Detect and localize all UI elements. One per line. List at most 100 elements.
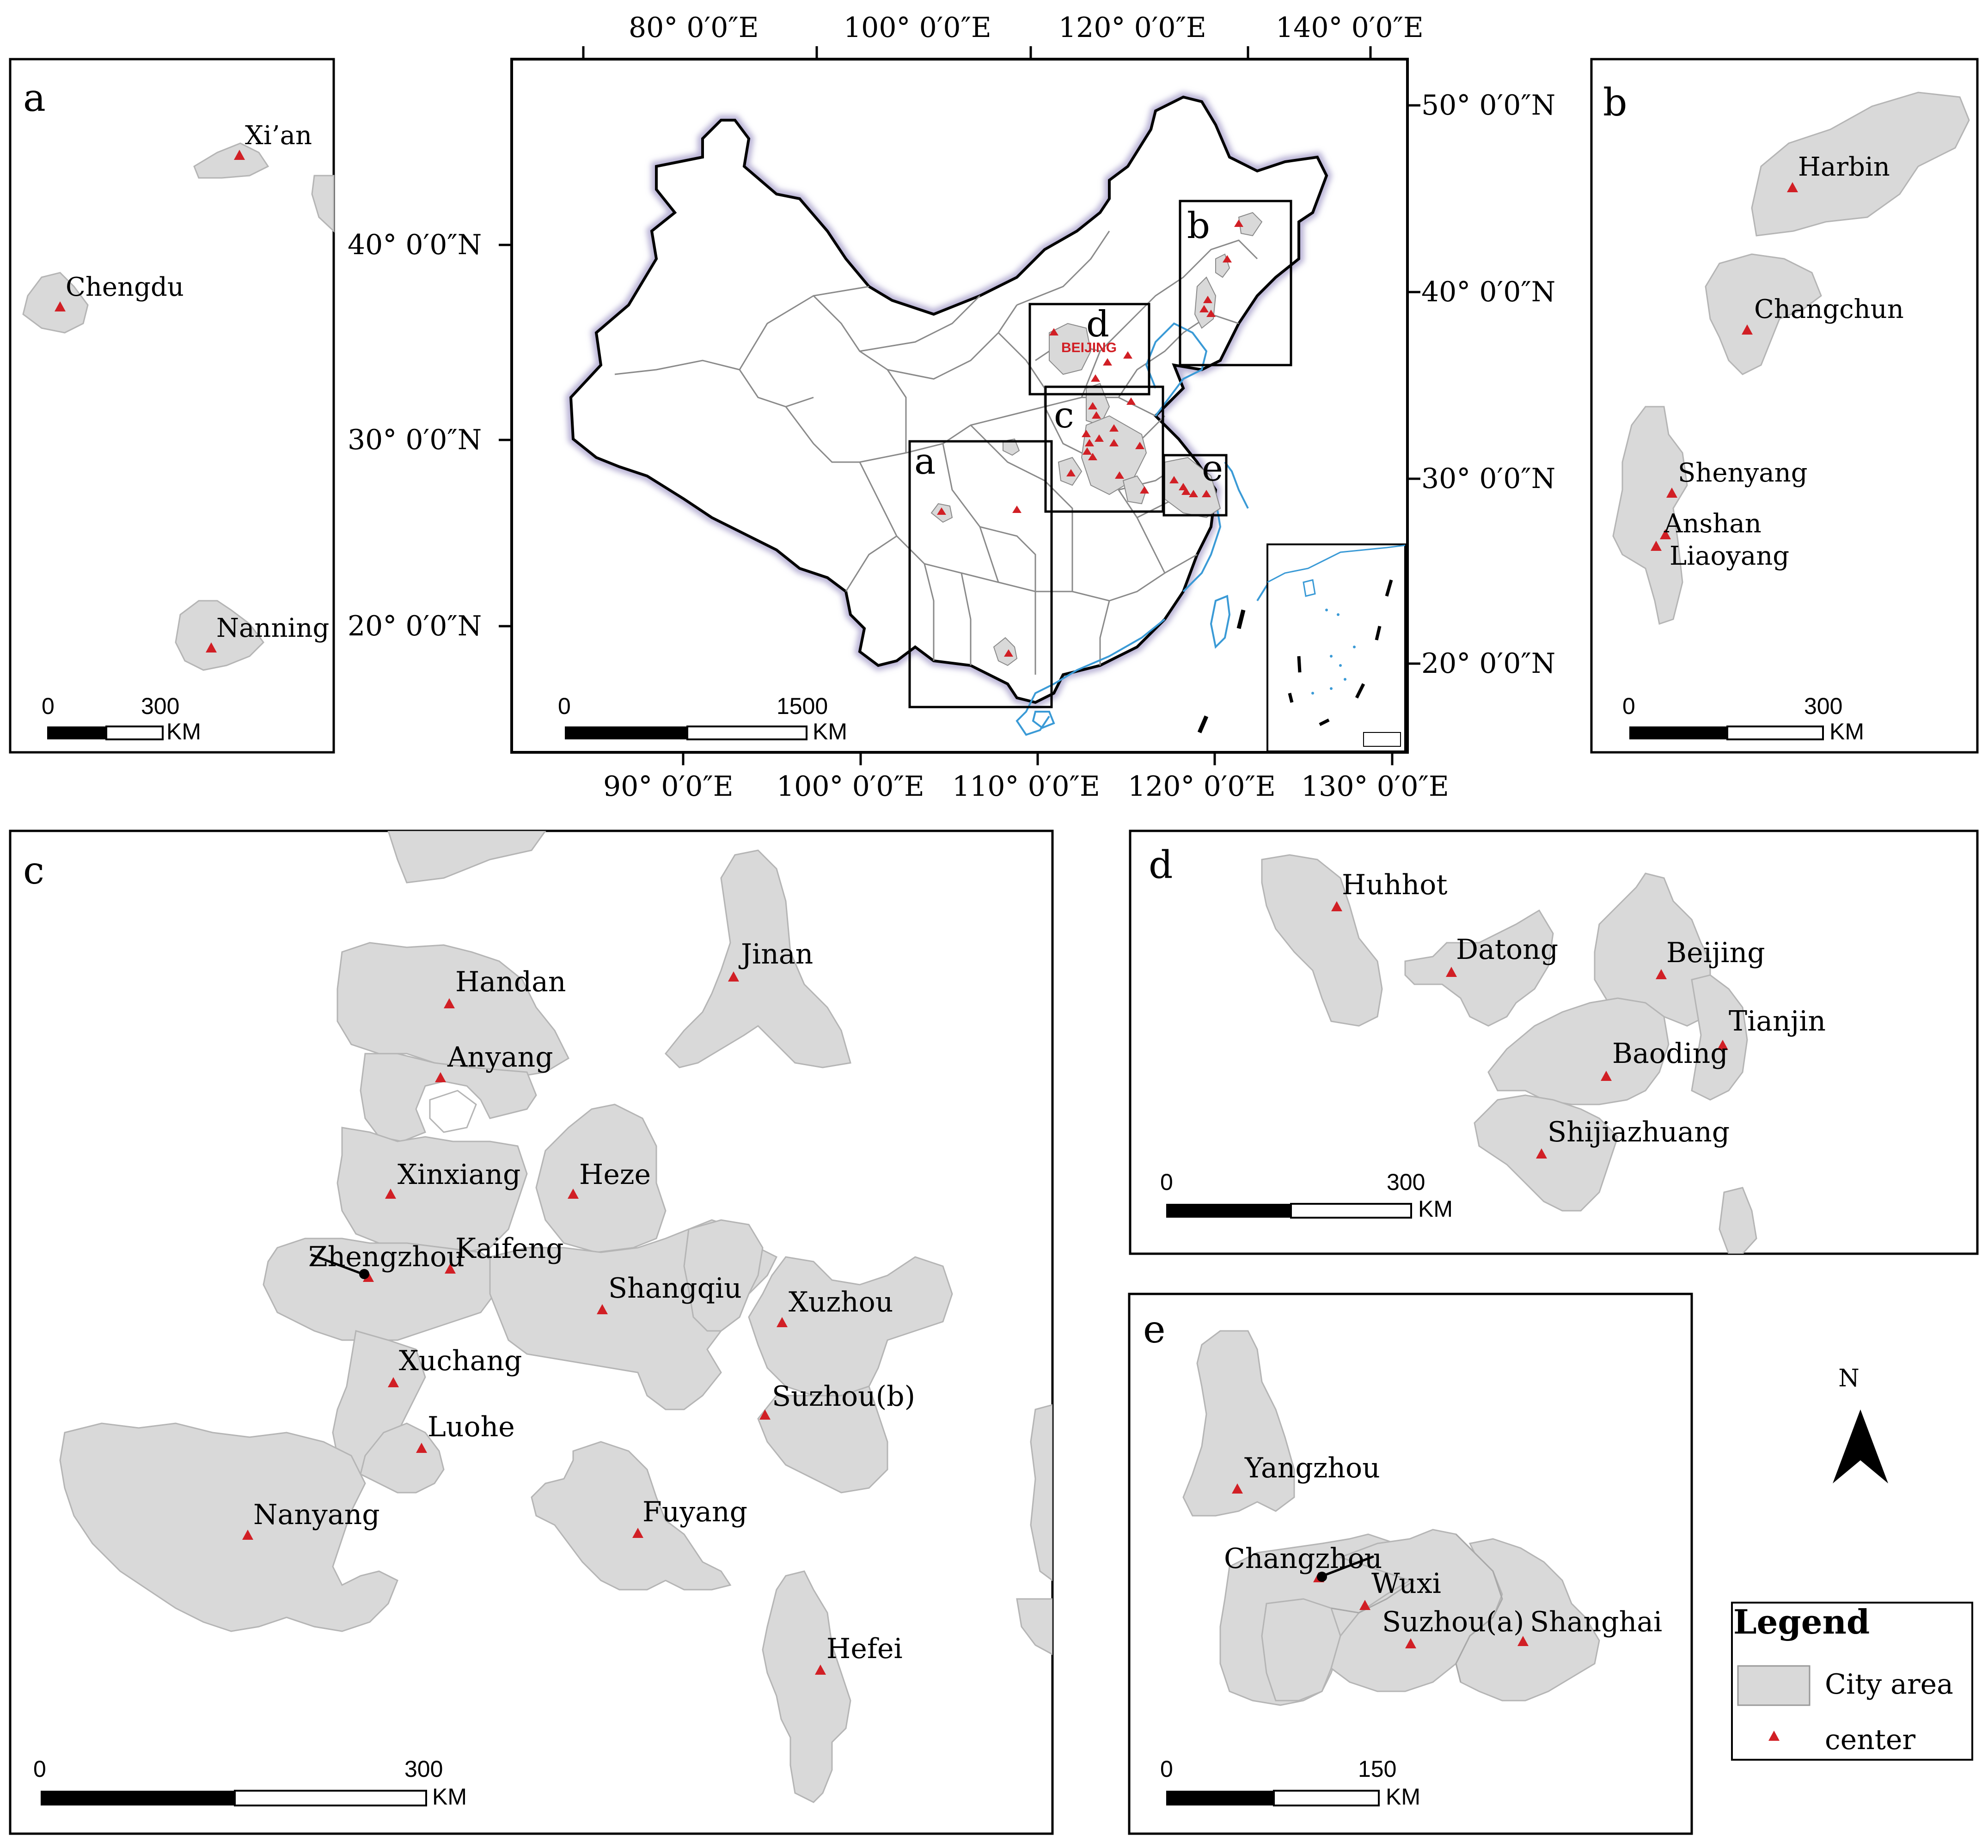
panel-letter: d xyxy=(1149,843,1173,887)
svg-text:Datong: Datong xyxy=(1456,933,1558,966)
left-latitude-labels: 40° 0′0″N 30° 0′0″N 20° 0′0″N xyxy=(348,229,482,642)
svg-text:Huhhot: Huhhot xyxy=(1342,869,1448,901)
svg-text:0: 0 xyxy=(1160,1169,1173,1195)
south-china-sea-inset xyxy=(1266,543,1406,752)
svg-text:Nanning: Nanning xyxy=(216,613,329,643)
city-labels: Huhhot Datong Beijing Tianjin Baoding Sh… xyxy=(1342,869,1826,1148)
svg-text:300: 300 xyxy=(1387,1169,1425,1195)
svg-text:KM: KM xyxy=(166,719,201,744)
scale-bar: 0 300 KM xyxy=(1622,693,1864,744)
svg-text:Anshan: Anshan xyxy=(1664,509,1762,539)
city-labels: Harbin Changchun Shenyang Anshan Liaoyan… xyxy=(1664,152,1904,571)
svg-text:Shangqiu: Shangqiu xyxy=(608,1272,742,1305)
legend-center-label: center xyxy=(1825,1724,1915,1756)
svg-text:0: 0 xyxy=(1160,1756,1173,1782)
city-areas xyxy=(59,831,1052,1803)
svg-text:Shanghai: Shanghai xyxy=(1530,1606,1662,1638)
svg-text:d: d xyxy=(1086,304,1109,345)
svg-text:20° 0′0″N: 20° 0′0″N xyxy=(348,610,482,642)
svg-text:Nanyang: Nanyang xyxy=(253,1499,380,1531)
top-longitude-ticks xyxy=(582,46,1372,59)
svg-text:Xi’an: Xi’an xyxy=(245,121,312,151)
panel-b: b Harbin Changchun Shenyang Anshan Liaoy… xyxy=(1590,58,1979,754)
svg-text:Beijing: Beijing xyxy=(1666,937,1765,969)
svg-text:300: 300 xyxy=(404,1756,443,1782)
legend: Legend City area center xyxy=(1731,1602,1973,1761)
panel-letter: e xyxy=(1143,1308,1166,1352)
svg-text:80° 0′0″E: 80° 0′0″E xyxy=(629,12,759,44)
region-boxes xyxy=(908,200,1292,708)
svg-text:1500: 1500 xyxy=(777,693,828,719)
svg-text:Liaoyang: Liaoyang xyxy=(1670,541,1789,571)
svg-text:Xinxiang: Xinxiang xyxy=(398,1159,520,1191)
svg-text:Anyang: Anyang xyxy=(447,1041,553,1073)
svg-text:Handan: Handan xyxy=(455,966,566,998)
city-labels: Handan Jinan Anyang Xinxiang Heze Zhengz… xyxy=(253,938,915,1665)
svg-text:KM: KM xyxy=(432,1784,467,1810)
center-markers xyxy=(1331,901,1728,1159)
svg-text:Kaifeng: Kaifeng xyxy=(455,1232,564,1265)
svg-text:KM: KM xyxy=(1829,719,1864,744)
province-boundaries xyxy=(614,231,1258,675)
svg-text:a: a xyxy=(914,441,936,482)
svg-text:Tianjin: Tianjin xyxy=(1729,1005,1826,1037)
svg-text:100° 0′0″E: 100° 0′0″E xyxy=(777,770,924,803)
panel-d: d Huhhot Datong Beijing Tianjin Baoding … xyxy=(1129,829,1979,1255)
panel-a: a Xi’an Chengdu Nanning 0 300 KM xyxy=(9,58,335,754)
changzhou-leader xyxy=(1317,1555,1374,1582)
svg-text:Xuchang: Xuchang xyxy=(399,1345,522,1377)
main-center-markers xyxy=(937,220,1243,657)
main-map: 80° 0′0″E 100° 0′0″E 120° 0′0″E 140° 0′0… xyxy=(348,12,1555,803)
main-city-areas xyxy=(930,212,1263,666)
svg-text:50° 0′0″N: 50° 0′0″N xyxy=(1421,89,1555,122)
scale-bar: 0 300 KM xyxy=(42,693,201,744)
svg-text:Suzhou(b): Suzhou(b) xyxy=(772,1380,915,1413)
svg-text:Changchun: Changchun xyxy=(1754,294,1904,324)
center-markers xyxy=(242,971,826,1675)
svg-text:Harbin: Harbin xyxy=(1798,152,1890,182)
main-scale-bar: 0 1500 KM xyxy=(558,693,847,744)
svg-text:Luohe: Luohe xyxy=(428,1411,515,1443)
svg-text:KM: KM xyxy=(1418,1196,1453,1222)
svg-text:c: c xyxy=(1054,395,1074,436)
city-areas xyxy=(1261,854,1757,1254)
scale-bar: 0 300 KM xyxy=(33,1756,467,1810)
svg-text:KM: KM xyxy=(813,719,847,744)
svg-text:Jinan: Jinan xyxy=(738,938,813,970)
svg-text:Wuxi: Wuxi xyxy=(1371,1567,1441,1600)
center-markers xyxy=(1651,182,1798,551)
legend-city-area-swatch xyxy=(1737,1665,1811,1706)
svg-text:130° 0′0″E: 130° 0′0″E xyxy=(1301,770,1449,803)
svg-text:40° 0′0″N: 40° 0′0″N xyxy=(1421,276,1555,308)
capital-label: BEIJING xyxy=(1061,340,1117,355)
city-areas xyxy=(22,142,335,671)
svg-text:90° 0′0″E: 90° 0′0″E xyxy=(603,770,734,803)
svg-text:40° 0′0″N: 40° 0′0″N xyxy=(348,229,482,261)
svg-text:Chengdu: Chengdu xyxy=(66,272,184,302)
zhengzhou-leader xyxy=(311,1253,369,1279)
svg-text:0: 0 xyxy=(33,1756,46,1782)
svg-text:Shijiazhuang: Shijiazhuang xyxy=(1548,1116,1730,1148)
bottom-longitude-labels: 90° 0′0″E 100° 0′0″E 110° 0′0″E 120° 0′0… xyxy=(603,770,1449,803)
left-latitude-ticks xyxy=(499,244,512,628)
nine-dash-line xyxy=(1197,609,1246,733)
svg-text:Baoding: Baoding xyxy=(1612,1037,1728,1070)
bottom-longitude-ticks xyxy=(682,752,1394,765)
legend-center-triangle-icon xyxy=(1768,1731,1780,1741)
legend-city-area-label: City area xyxy=(1825,1668,1953,1701)
svg-text:b: b xyxy=(1187,205,1210,247)
svg-text:e: e xyxy=(1202,448,1223,489)
svg-text:Heze: Heze xyxy=(579,1159,651,1191)
islands xyxy=(1032,595,1231,729)
region-box-letters: a b c d e xyxy=(914,205,1223,489)
right-latitude-ticks xyxy=(1407,104,1420,665)
svg-text:Xuzhou: Xuzhou xyxy=(789,1286,893,1318)
svg-text:Changzhou: Changzhou xyxy=(1224,1543,1382,1575)
svg-text:120° 0′0″E: 120° 0′0″E xyxy=(1058,12,1206,44)
panel-letter: a xyxy=(23,76,46,120)
svg-text:100° 0′0″E: 100° 0′0″E xyxy=(844,12,991,44)
svg-text:110° 0′0″E: 110° 0′0″E xyxy=(952,770,1100,803)
svg-text:Yangzhou: Yangzhou xyxy=(1244,1452,1380,1484)
center-markers xyxy=(1232,1483,1529,1648)
